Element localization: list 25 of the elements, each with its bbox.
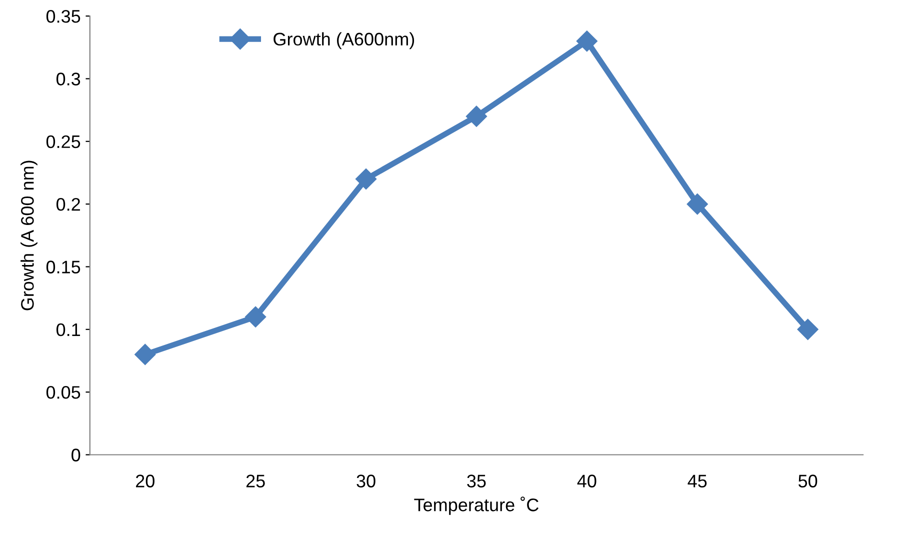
y-tick-label: 0	[72, 448, 80, 462]
point	[466, 106, 487, 127]
x-tick-label: 50	[798, 474, 818, 488]
x-tick-label: 45	[688, 474, 707, 488]
legend-label: Growth (A600nm)	[274, 32, 414, 50]
point	[245, 306, 266, 328]
y-tick-label: 0.35	[46, 10, 80, 23]
x-tick-label: 20	[136, 474, 154, 488]
y-tick-label: 0.3	[56, 72, 80, 86]
x-tick-label: 30	[356, 474, 376, 488]
x-axis-title: Temperature ˚C	[414, 496, 538, 515]
y-tick-label: 0.15	[46, 260, 80, 274]
x-tick-label: 25	[246, 474, 265, 488]
y-tick-label: 0.2	[56, 198, 80, 211]
y-tick-label: 0.1	[56, 323, 80, 336]
y-tick-label: 0.25	[46, 135, 80, 148]
point	[134, 344, 156, 365]
y-axis-title: Growth (A 600 nm)	[20, 160, 38, 310]
y-tick-label: 0.05	[46, 386, 80, 399]
x-tick-label: 35	[467, 474, 486, 488]
point	[576, 30, 598, 52]
point	[356, 168, 377, 190]
point	[797, 318, 818, 340]
point	[686, 194, 708, 215]
x-tick-label: 40	[577, 474, 596, 488]
